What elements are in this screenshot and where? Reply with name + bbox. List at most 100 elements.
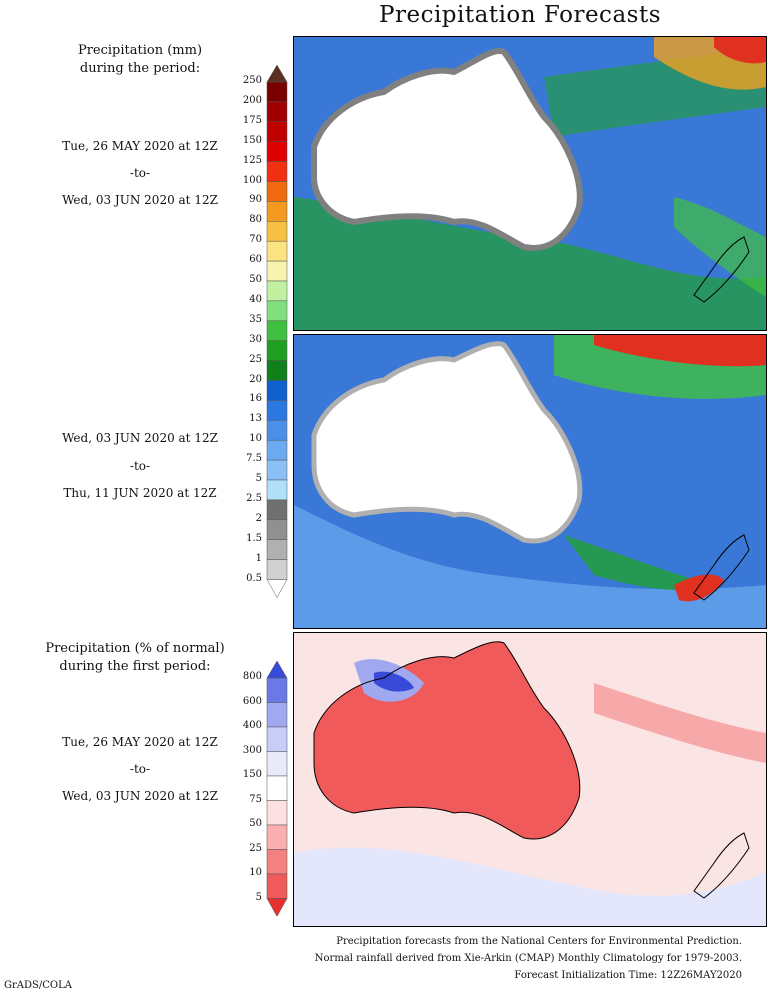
colorbar-segment: [266, 380, 288, 401]
colorbar-segment: [266, 579, 288, 599]
new-zealand-outline: [693, 236, 750, 303]
colorbar-tick-label: 25: [249, 353, 262, 365]
colorbar-segment: [266, 260, 288, 282]
colorbar-segment: [266, 81, 288, 103]
colorbar-segment: [266, 201, 288, 222]
period2-start: Wed, 03 JUN 2020 at 12Z: [62, 431, 218, 445]
colorbar-tick-label: 10: [249, 867, 262, 878]
map-panel-period2: [293, 334, 767, 629]
colorbar-segment: [266, 161, 288, 182]
colorbar-segment: [266, 360, 288, 381]
colorbar-segment: [266, 660, 288, 679]
nz-rain: [674, 197, 766, 297]
footer-notes: Precipitation forecasts from the Nationa…: [280, 933, 742, 984]
colorbar-segment: [266, 677, 288, 703]
tasman-rain: [564, 535, 714, 591]
heavy-rain-ne: [594, 335, 766, 367]
colorbar-tick-label: 175: [242, 114, 262, 126]
colorbar-segment: [266, 280, 288, 302]
colorbar-segment: [266, 849, 288, 875]
pct-period-to: -to-: [129, 762, 151, 776]
period1-end: Wed, 03 JUN 2020 at 12Z: [62, 193, 218, 207]
colorbar-tick-label: 20: [249, 373, 262, 385]
australia-landmass: [311, 48, 583, 251]
map-panel-pct-normal: [293, 632, 767, 927]
colorbar-tick-label: 25: [249, 842, 262, 854]
colorbar-tick-label: 10: [249, 433, 262, 445]
colorbar-segment: [266, 459, 288, 481]
colorbar-tick-label: 80: [249, 214, 262, 226]
precip-mm-header-line2: during the period:: [79, 61, 201, 76]
colorbar-segment: [266, 300, 288, 322]
colorbar-segment: [266, 898, 288, 916]
colorbar-tick-label: 7.5: [246, 453, 262, 465]
precip-pct-header-line1: Precipitation (% of normal): [45, 641, 225, 656]
colorbar-segment: [266, 726, 288, 752]
colorbar-segment: [266, 539, 288, 560]
map-panel-period1: [293, 36, 767, 331]
colorbar-tick-label: 1: [255, 552, 262, 564]
colorbar-segment: [266, 340, 288, 361]
colorbar-segment: [266, 64, 288, 83]
colorbar-segment: [266, 702, 288, 728]
kimberley-core: [374, 671, 414, 692]
southern-ocean-rain: [294, 197, 766, 330]
pct-period-start: Tue, 26 MAY 2020 at 12Z: [62, 735, 218, 749]
colorbar-tick-label: 35: [249, 313, 262, 325]
colorbar-tick-label: 13: [249, 413, 262, 425]
colorbar-segment: [266, 400, 288, 421]
colorbar-tick-label: 75: [249, 793, 262, 805]
colorbar-tick-label: 70: [249, 234, 262, 246]
colorbar-segment: [266, 181, 288, 202]
colorbar-tick-label: 100: [242, 174, 262, 186]
colorbar-tick-label: 5: [255, 473, 262, 484]
colorbar-tick-label: 150: [242, 134, 262, 146]
footer-line3: Forecast Initialization Time: 12Z26MAY20…: [514, 970, 742, 981]
colorbar-segment: [266, 559, 288, 580]
colorbar-tick-label: 40: [249, 293, 262, 305]
colorbar-segment: [266, 101, 288, 123]
colorbar-segment: [266, 320, 288, 341]
colorbar-tick-label: 400: [242, 720, 262, 731]
colorbar-segment: [266, 221, 288, 242]
australia-outline: [313, 641, 581, 840]
nz-heavy-rain: [674, 574, 724, 602]
colorbar-tick-label: 1.5: [246, 532, 262, 544]
colorbar-tick-label: 30: [249, 333, 262, 345]
precip-mm-header: Precipitation (mm) during the period:: [40, 42, 240, 78]
precip-mm-colorbar: [266, 64, 288, 599]
colorbar-segment: [266, 800, 288, 826]
colorbar-segment: [266, 240, 288, 262]
period1-start: Tue, 26 MAY 2020 at 12Z: [62, 139, 218, 153]
colorbar-tick-label: 0.5: [246, 572, 262, 584]
footer-line1: Precipitation forecasts from the Nationa…: [336, 936, 742, 947]
new-zealand-outline: [693, 534, 750, 601]
tasman-band: [594, 683, 766, 763]
colorbar-segment: [266, 775, 288, 801]
colorbar-segment: [266, 873, 288, 899]
map-period2: [294, 335, 766, 628]
precip-pct-colorbar: [266, 660, 288, 916]
page-title: Precipitation Forecasts: [378, 2, 662, 28]
australia-landmass: [311, 341, 583, 544]
colorbar-tick-label: 300: [242, 744, 262, 756]
colorbar-segment: [266, 824, 288, 850]
colorbar-segment: [266, 499, 288, 521]
period2-to: -to-: [129, 459, 151, 473]
colorbar-segment: [266, 479, 288, 501]
new-zealand-outline: [693, 832, 750, 899]
colorbar-tick-label: 200: [242, 94, 262, 106]
colorbar-tick-label: 800: [242, 671, 262, 682]
colorbar-tick-label: 600: [242, 695, 262, 707]
precip-mm-header-line1: Precipitation (mm): [77, 43, 203, 58]
colorbar-tick-label: 2: [255, 512, 262, 524]
colorbar-tick-label: 60: [249, 254, 262, 266]
map-pct-normal: [294, 633, 766, 926]
pct-period-end: Wed, 03 JUN 2020 at 12Z: [62, 789, 218, 803]
precip-pct-header-line2: during the first period:: [59, 659, 211, 674]
grads-credit: GrADS/COLA: [4, 980, 72, 991]
southern-light-rain: [294, 505, 766, 628]
colorbar-tick-label: 125: [242, 154, 262, 166]
colorbar-tick-label: 250: [242, 75, 262, 86]
southern-above-normal: [294, 847, 766, 926]
